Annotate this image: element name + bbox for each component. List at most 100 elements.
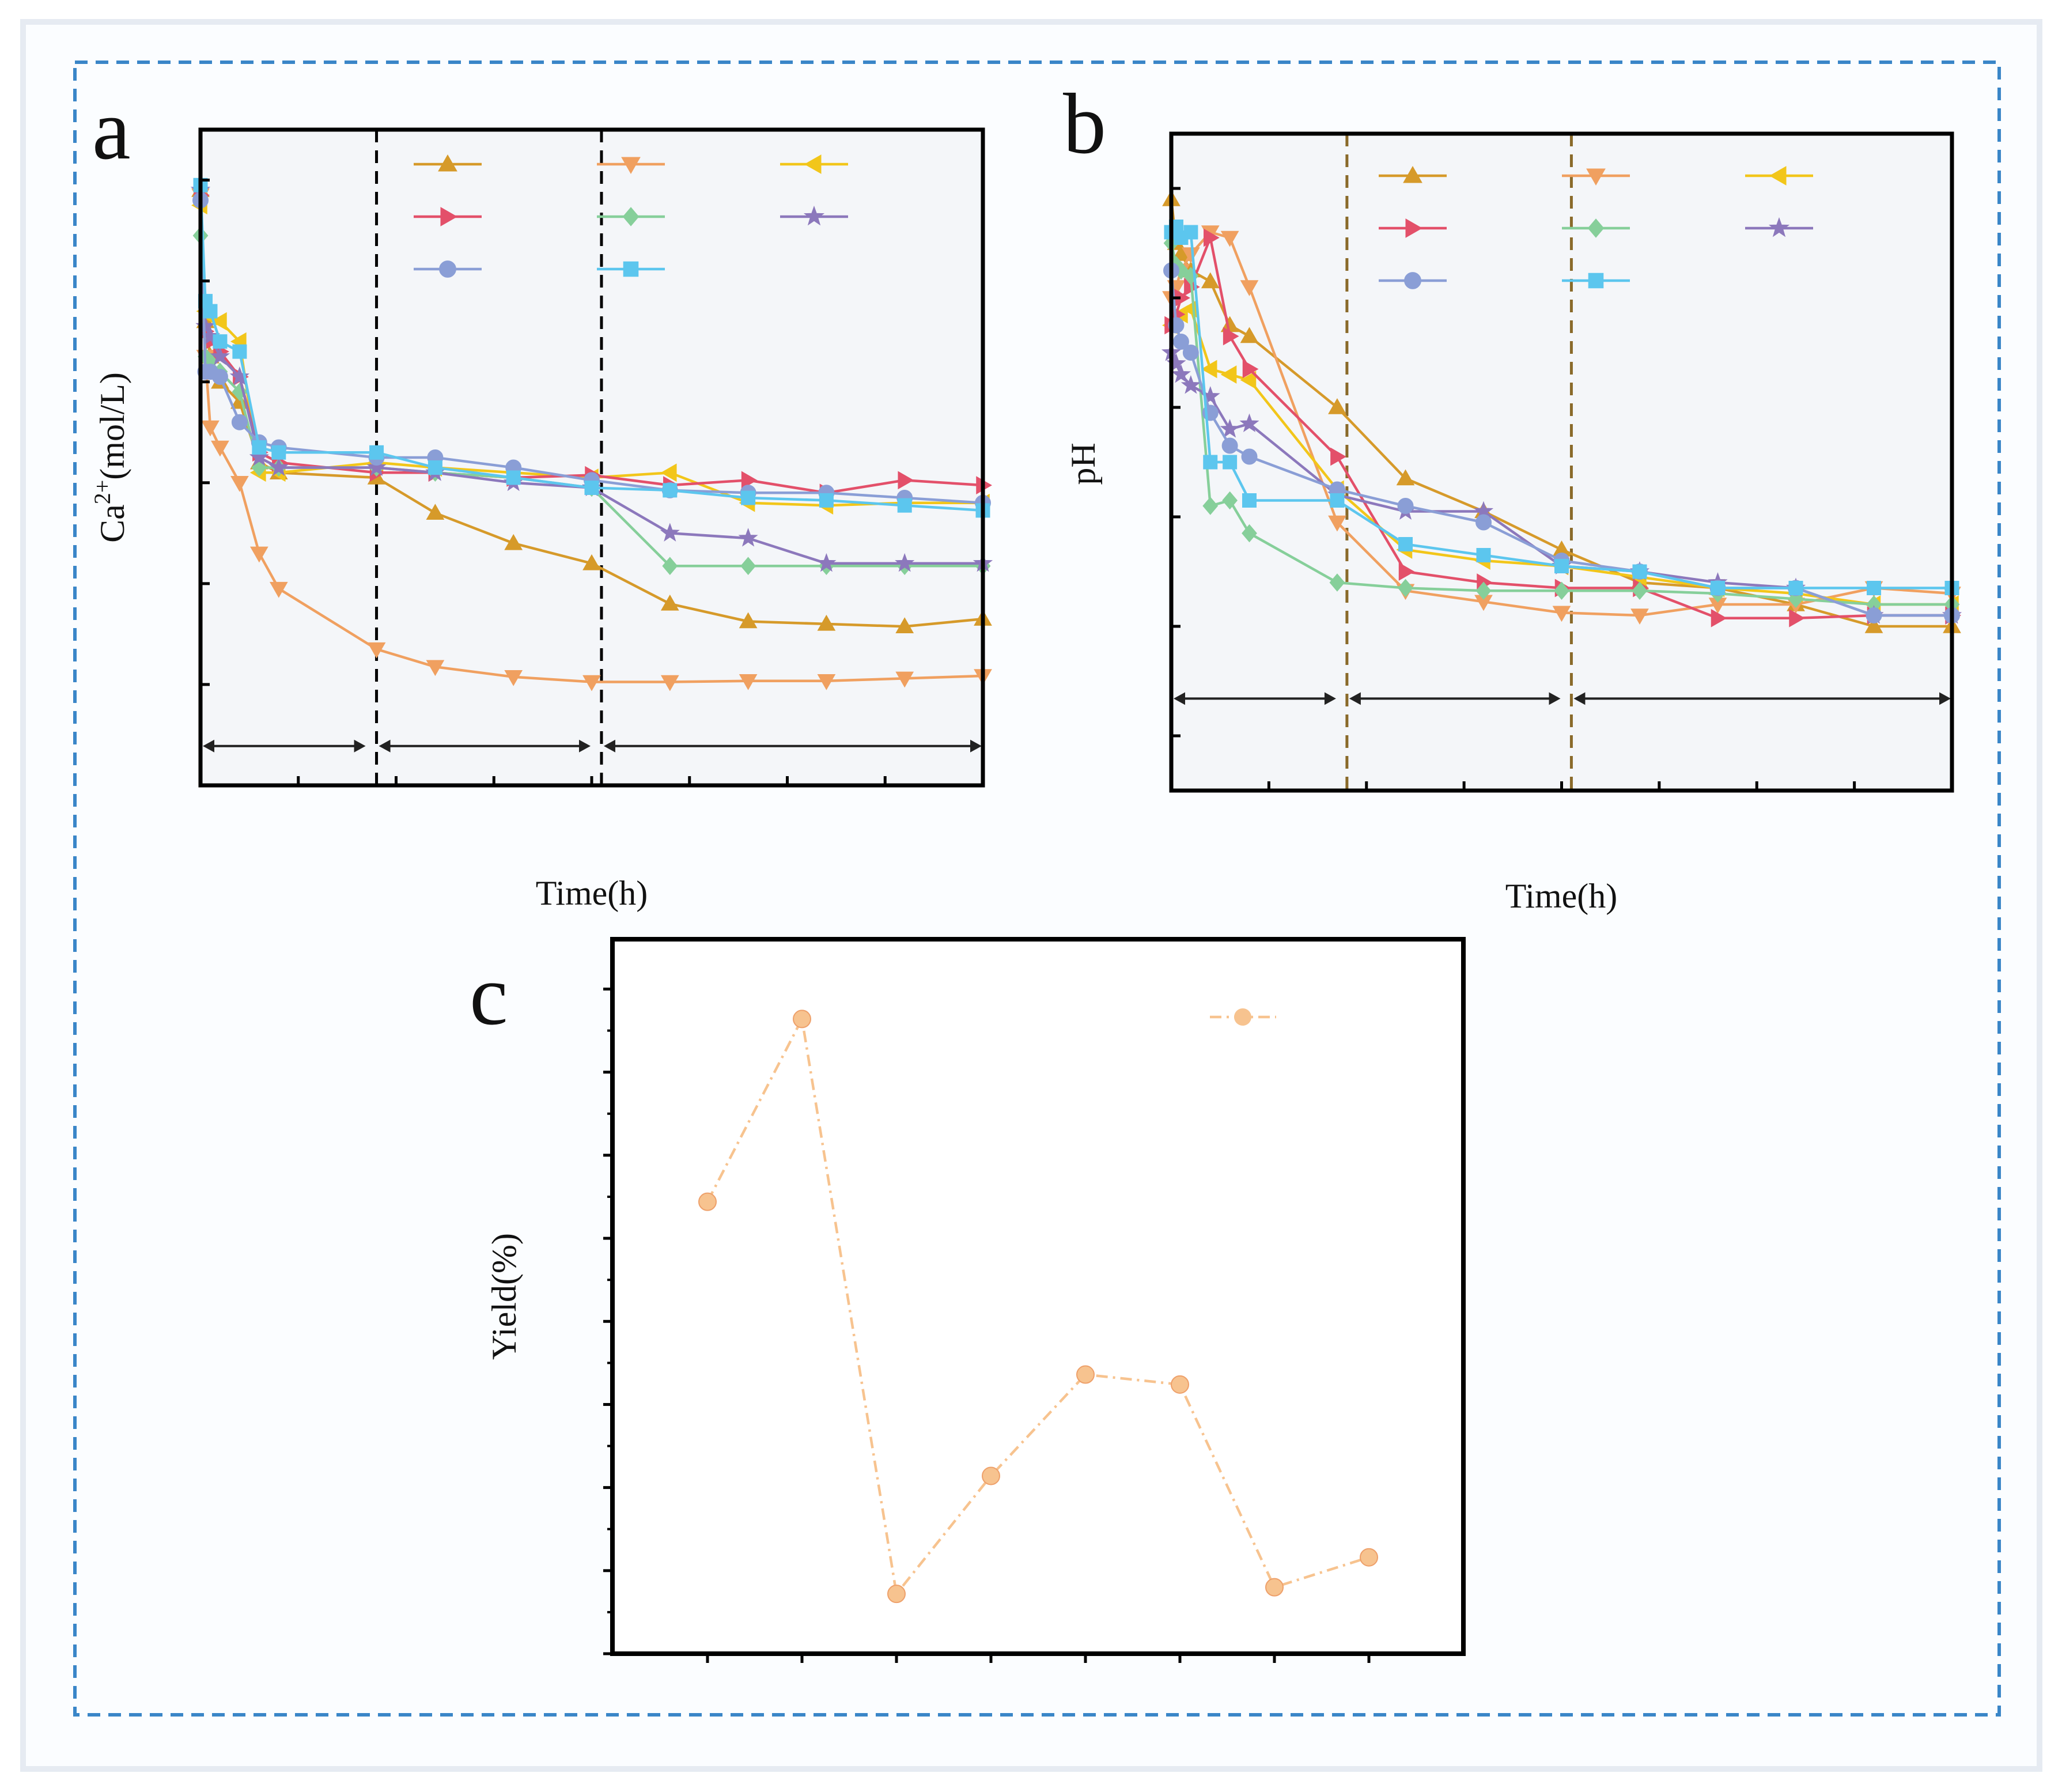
data-point-OFM [1240, 327, 1259, 343]
data-point-NSU [271, 445, 286, 460]
panel-c-axes [603, 937, 1466, 1663]
panel-a-x-axis-title: Time(h) [536, 874, 648, 912]
data-point-NSU [819, 493, 834, 508]
phase-arrow-head-right [354, 739, 366, 753]
panel-b-phase-annotations [1174, 692, 1951, 705]
data-point-NFM [1328, 515, 1346, 532]
data-point-NFU [1239, 413, 1259, 432]
panel-b-series [1161, 190, 1962, 633]
data-point-NFU [366, 457, 387, 477]
data-point-NSU [203, 304, 218, 319]
data-point-OSM [1240, 371, 1257, 390]
phase-arrow-head-left [1174, 692, 1185, 705]
data-point-NFU [210, 346, 230, 365]
data-point-NFM [582, 675, 601, 691]
data-point-NFU [895, 553, 915, 572]
data-point-NSU [1632, 564, 1647, 579]
data-point-yield [793, 1010, 811, 1029]
data-point-OFU [1222, 491, 1238, 510]
data-point-NSU [1554, 559, 1569, 573]
data-point-NFM [1240, 280, 1259, 297]
data-point-NSM [1711, 608, 1727, 627]
data-point-NFM [817, 674, 836, 690]
data-point-OFU [1632, 581, 1648, 600]
panel-c-plot-bg [612, 939, 1463, 1654]
data-point-NFM [1630, 608, 1649, 625]
data-point-yield [1360, 1548, 1378, 1567]
data-point-OFU [1554, 581, 1569, 600]
panel-b-x-axis-title: Time(h) [1505, 877, 1617, 915]
legend-marker-NFM [1586, 168, 1606, 186]
data-point-OSU [1182, 345, 1199, 361]
data-point-OFM [426, 504, 445, 520]
data-point-NFU [1171, 364, 1191, 383]
data-point-NFU [229, 366, 250, 385]
data-point-NSU [1242, 493, 1257, 508]
data-point-NSU [427, 460, 442, 475]
data-point-OFM [582, 554, 601, 570]
legend-marker-OFU [622, 207, 640, 226]
panel-c-letter: c [470, 947, 508, 1043]
data-point-NSU [1330, 493, 1345, 508]
data-point-OSM [210, 312, 227, 331]
data-point-OFM [504, 534, 523, 550]
data-point-OFM [739, 612, 758, 629]
data-point-NSU [506, 470, 521, 485]
panel-b-chart: b Time(h) pH [1063, 76, 1962, 915]
data-point-NSM [1398, 562, 1415, 581]
legend-marker-NFU [803, 205, 825, 226]
data-point-OFM [1864, 617, 1883, 633]
data-point-NSM [1330, 447, 1346, 466]
data-point-NFM [426, 660, 445, 676]
panel-b-legend [1379, 165, 1813, 289]
data-point-NFM [230, 476, 249, 492]
data-point-yield [887, 1585, 906, 1604]
series-line-NFM [199, 195, 983, 683]
data-point-NSU [1223, 455, 1238, 470]
data-point-OSM [1201, 360, 1217, 379]
panel-a-y-axis-main: Ca [93, 504, 131, 543]
phase-arrow-head-left [603, 739, 615, 753]
data-point-NSU [1788, 581, 1803, 595]
data-point-NSU [1398, 537, 1413, 551]
panel-c-y-axis-title: Yield(%) [485, 1233, 523, 1360]
data-point-NFU [660, 523, 680, 542]
data-point-NFU [738, 528, 758, 547]
data-point-NSU [584, 481, 599, 496]
data-point-NSU [232, 344, 247, 359]
data-point-OFU [740, 557, 756, 575]
phase-arrow-head-right [1939, 692, 1951, 705]
panel-a-phase-dividers [375, 130, 603, 785]
phase-arrow-head-left [203, 739, 214, 753]
data-point-NSU [252, 440, 267, 455]
data-point-OFU [1202, 497, 1219, 515]
plot-frame [610, 937, 1466, 1656]
panel-a-chart: a Time(h) Ca2+(mol/L) [89, 82, 993, 912]
legend-marker-OSU [1404, 272, 1421, 289]
data-point-OSM [1220, 365, 1237, 384]
panel-b-letter: b [1063, 76, 1106, 172]
panel-b-axes [1169, 131, 1954, 793]
data-point-NSM [741, 471, 758, 490]
data-point-yield [1171, 1375, 1189, 1394]
panel-a-legend [414, 154, 848, 278]
data-point-NSU [741, 490, 756, 505]
data-point-yield [1076, 1365, 1095, 1384]
data-point-NFM [1220, 230, 1239, 247]
legend-marker-NFM [621, 157, 641, 175]
data-point-NFM [367, 642, 386, 659]
data-point-NSM [1789, 608, 1806, 627]
phase-arrow-head-right [1549, 692, 1561, 705]
dashed-frame [73, 61, 2001, 1717]
data-point-NSM [1223, 327, 1239, 346]
data-point-NSU [1183, 225, 1198, 240]
data-point-NSU [1203, 455, 1218, 470]
panel-b-plot-bg [1171, 134, 1952, 791]
data-point-OSU [1397, 498, 1414, 514]
data-point-NSM [1242, 360, 1259, 379]
data-point-OSU [1866, 607, 1882, 623]
legend-marker-NSM [440, 207, 458, 226]
data-point-NFU [816, 553, 837, 572]
data-point-NFM [201, 420, 220, 437]
